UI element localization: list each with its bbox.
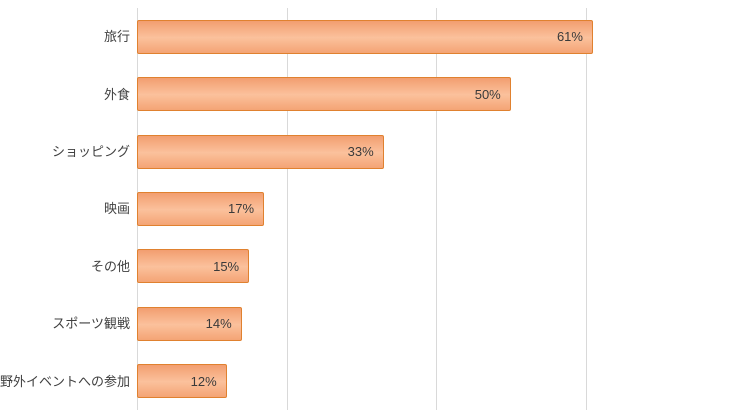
- gridline: [585, 8, 587, 410]
- bar: 61%: [137, 19, 593, 54]
- bar-value-label: 50%: [474, 86, 501, 102]
- bar: 14%: [137, 306, 242, 341]
- category-label: 外食: [103, 86, 130, 102]
- plot-area: 旅行 61% 外食 50% ショッピング 33% 映画 17% その他 15% スポーツ観戦 14% 野…: [0, 8, 735, 410]
- bar: 50%: [137, 77, 511, 112]
- bar-row: スポーツ観戦 14%: [52, 295, 735, 352]
- bar-value-label: 33%: [347, 144, 374, 160]
- bar: 17%: [137, 191, 265, 226]
- bar-row: ショッピング 33%: [52, 123, 735, 180]
- bar-value-label: 15%: [213, 258, 240, 274]
- bar-row: 外食 50%: [104, 65, 735, 122]
- category-label: その他: [90, 258, 130, 274]
- bar-value-label: 61%: [556, 29, 583, 45]
- bar: 12%: [137, 364, 227, 399]
- category-label: ショッピング: [51, 144, 130, 160]
- category-label: 映画: [103, 201, 130, 217]
- bar: 33%: [137, 134, 384, 169]
- category-label: スポーツ観戦: [52, 316, 130, 332]
- bar: 15%: [137, 249, 250, 284]
- bar-rows: 旅行 61% 外食 50% ショッピング 33% 映画 17% その他 15% スポーツ観戦 14% 野…: [0, 8, 735, 410]
- category-label: 野外イベントへの参加: [0, 373, 131, 389]
- bar-value-label: 14%: [205, 316, 232, 332]
- gridline: [436, 8, 437, 410]
- category-label: 旅行: [103, 29, 130, 45]
- bar-row: 映画 17%: [104, 180, 735, 237]
- bar-row: 旅行 61%: [104, 8, 735, 65]
- bar-row: 野外イベントへの参加 12%: [0, 353, 735, 410]
- bar-value-label: 12%: [190, 373, 217, 389]
- gridline: [286, 8, 288, 410]
- bar-value-label: 17%: [228, 201, 255, 217]
- bar-row: その他 15%: [91, 238, 735, 295]
